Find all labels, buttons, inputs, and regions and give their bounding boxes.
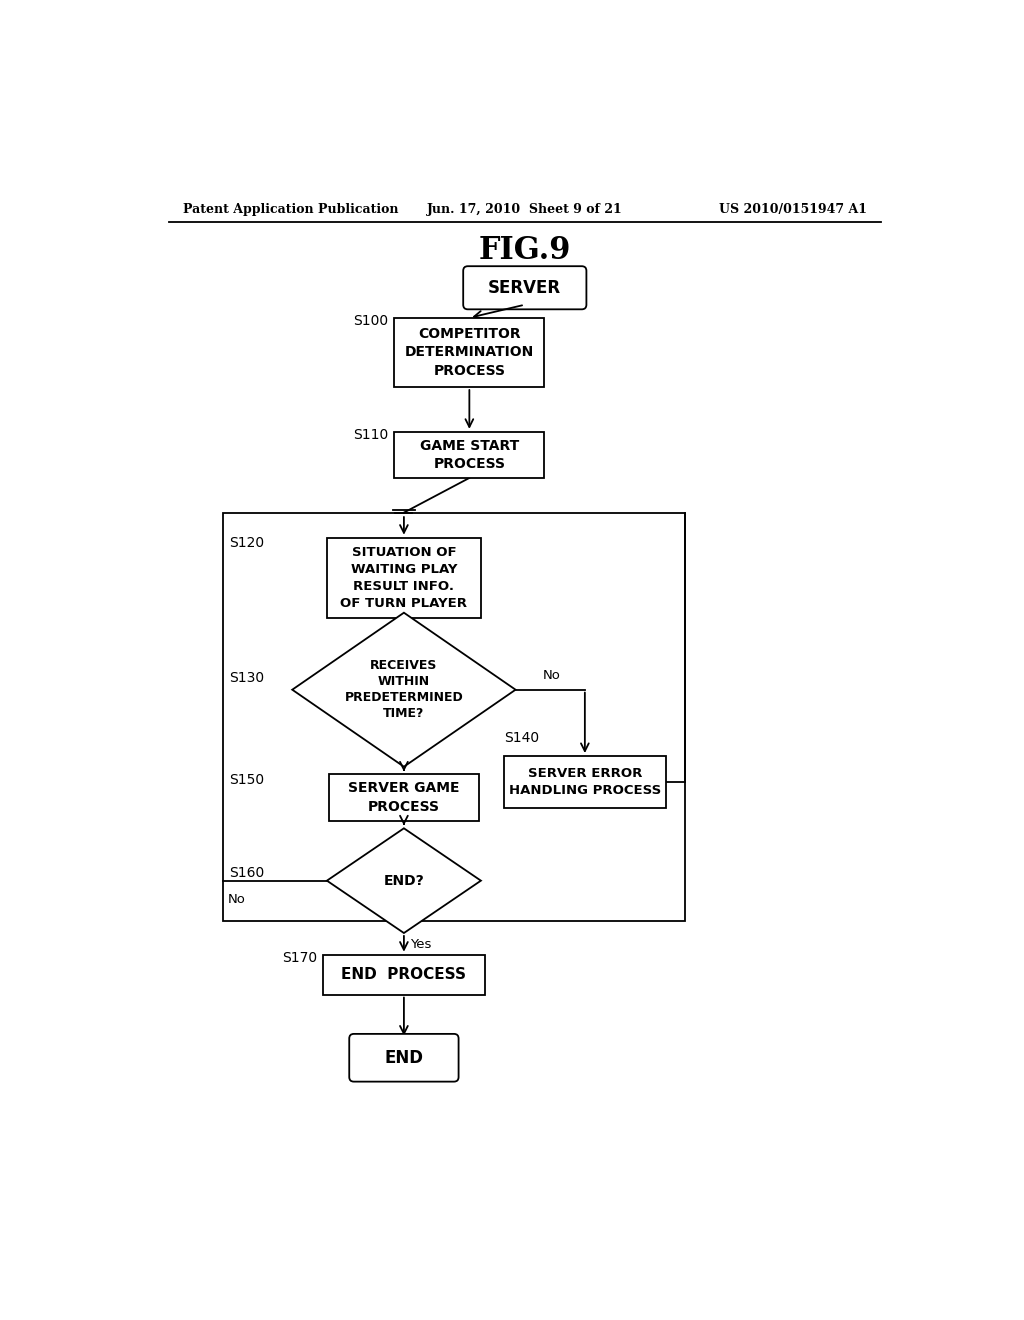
Text: S100: S100 xyxy=(353,314,388,327)
Text: END  PROCESS: END PROCESS xyxy=(341,968,466,982)
Text: Patent Application Publication: Patent Application Publication xyxy=(183,203,398,216)
Text: SERVER ERROR
HANDLING PROCESS: SERVER ERROR HANDLING PROCESS xyxy=(509,767,660,797)
Text: END: END xyxy=(384,1049,423,1067)
Polygon shape xyxy=(292,612,515,767)
Text: END?: END? xyxy=(384,874,424,887)
Text: S140: S140 xyxy=(504,731,539,744)
Bar xyxy=(394,432,545,478)
Bar xyxy=(327,537,481,619)
Text: S110: S110 xyxy=(353,428,388,442)
FancyBboxPatch shape xyxy=(349,1034,459,1081)
Text: US 2010/0151947 A1: US 2010/0151947 A1 xyxy=(719,203,866,216)
Text: Jun. 17, 2010  Sheet 9 of 21: Jun. 17, 2010 Sheet 9 of 21 xyxy=(427,203,623,216)
Text: No: No xyxy=(227,892,246,906)
Bar xyxy=(329,775,479,821)
Bar xyxy=(394,318,545,387)
Text: SITUATION OF
WAITING PLAY
RESULT INFO.
OF TURN PLAYER: SITUATION OF WAITING PLAY RESULT INFO. O… xyxy=(340,546,467,610)
Bar xyxy=(223,512,685,921)
Text: S120: S120 xyxy=(229,536,264,550)
Text: FIG.9: FIG.9 xyxy=(478,235,571,267)
FancyBboxPatch shape xyxy=(463,267,587,309)
Text: SERVER GAME
PROCESS: SERVER GAME PROCESS xyxy=(348,781,460,813)
Text: No: No xyxy=(543,669,560,682)
Text: COMPETITOR
DETERMINATION
PROCESS: COMPETITOR DETERMINATION PROCESS xyxy=(404,327,534,378)
Text: GAME START
PROCESS: GAME START PROCESS xyxy=(420,438,519,471)
Text: S160: S160 xyxy=(229,866,264,880)
Bar xyxy=(504,756,666,808)
Polygon shape xyxy=(327,829,481,933)
Bar xyxy=(323,954,484,995)
Text: S150: S150 xyxy=(229,774,264,787)
Text: S130: S130 xyxy=(229,671,264,685)
Text: Yes: Yes xyxy=(410,937,431,950)
Text: RECEIVES
WITHIN
PREDETERMINED
TIME?: RECEIVES WITHIN PREDETERMINED TIME? xyxy=(344,659,463,721)
Text: Yes: Yes xyxy=(410,775,431,788)
Text: S170: S170 xyxy=(282,950,316,965)
Text: SERVER: SERVER xyxy=(488,279,561,297)
